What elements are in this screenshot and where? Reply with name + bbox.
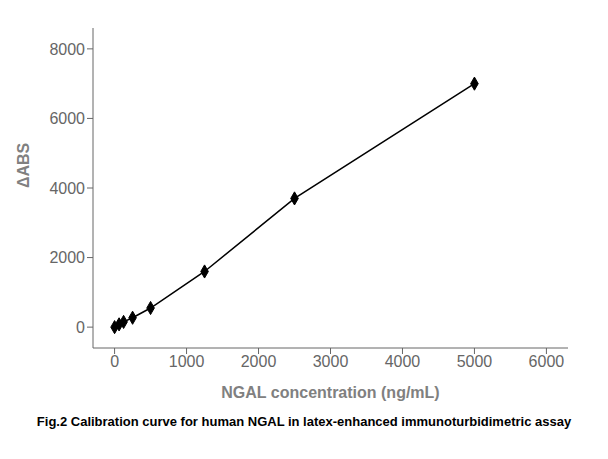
svg-text:6000: 6000 bbox=[49, 110, 85, 127]
svg-text:NGAL concentration (ng/mL): NGAL concentration (ng/mL) bbox=[221, 384, 439, 401]
svg-text:1000: 1000 bbox=[169, 353, 205, 370]
svg-text:0: 0 bbox=[110, 353, 119, 370]
svg-text:5000: 5000 bbox=[457, 353, 493, 370]
html-text:Fig.2 Calibration curve for hu: Fig.2 Calibration curve for human NGAL i… bbox=[36, 414, 572, 429]
svg-text:3000: 3000 bbox=[313, 353, 349, 370]
svg-text:4000: 4000 bbox=[385, 353, 421, 370]
svg-text:2000: 2000 bbox=[49, 249, 85, 266]
svg-text:0: 0 bbox=[76, 319, 85, 336]
svg-text:6000: 6000 bbox=[529, 353, 565, 370]
svg-text:2000: 2000 bbox=[241, 353, 277, 370]
svg-text:8000: 8000 bbox=[49, 41, 85, 58]
svg-text:4000: 4000 bbox=[49, 180, 85, 197]
svg-text:ΔABS: ΔABS bbox=[15, 142, 32, 188]
